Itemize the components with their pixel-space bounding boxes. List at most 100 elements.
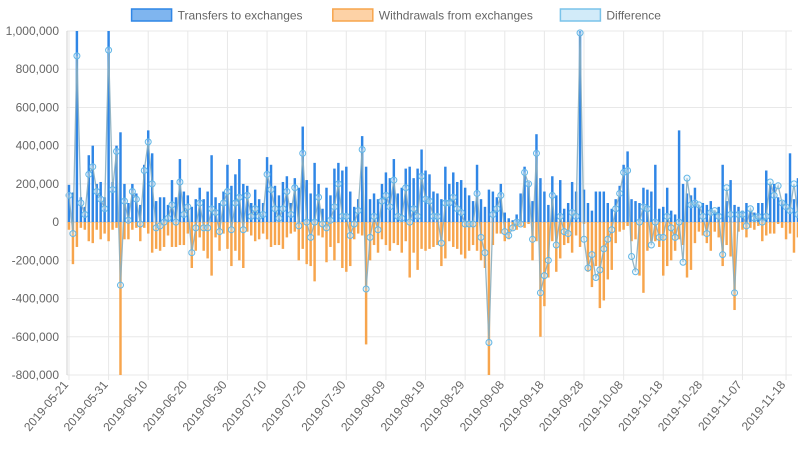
- withdrawal-bar: [83, 222, 87, 230]
- difference-point: [346, 231, 354, 239]
- difference-point: [275, 214, 283, 222]
- difference-point: [204, 224, 212, 232]
- withdrawal-bar: [776, 222, 780, 225]
- transfer-bar: [479, 199, 483, 223]
- difference-point: [97, 195, 105, 203]
- withdrawal-bar: [246, 222, 249, 232]
- transfer-bar: [135, 193, 138, 223]
- transfer-bar: [297, 187, 300, 223]
- transfer-bar: [210, 155, 213, 223]
- difference-point: [707, 209, 715, 217]
- difference-point: [378, 197, 386, 205]
- transfer-bar: [709, 201, 713, 223]
- difference-point: [374, 226, 382, 234]
- withdrawal-bar: [784, 222, 788, 240]
- legend-item[interactable]: Transfers to exchanges: [130, 8, 303, 23]
- transfer-bar: [562, 208, 566, 223]
- difference-point: [326, 216, 334, 224]
- difference-point: [196, 199, 204, 207]
- withdrawal-bar: [780, 222, 784, 228]
- transfer-bar: [602, 191, 606, 223]
- transfer-bar: [757, 203, 760, 223]
- difference-point: [643, 205, 651, 213]
- withdrawal-bar: [511, 222, 514, 230]
- withdrawal-bar: [559, 222, 562, 259]
- y-tick-label: 200,000: [16, 177, 60, 191]
- transfer-bar: [725, 201, 728, 223]
- withdrawal-bar: [578, 222, 582, 247]
- transfer-bar: [162, 197, 166, 223]
- withdrawal-bar: [495, 222, 499, 234]
- difference-point: [105, 46, 113, 54]
- transfer-bar: [713, 210, 716, 223]
- transfer-bar: [444, 166, 447, 223]
- difference-point: [647, 241, 655, 249]
- withdrawal-bar: [269, 222, 273, 247]
- transfer-bar: [305, 180, 308, 223]
- withdrawal-bar: [170, 222, 174, 247]
- difference-point: [144, 138, 152, 146]
- difference-point: [116, 281, 124, 289]
- difference-point: [727, 210, 735, 218]
- difference-point: [620, 168, 628, 176]
- difference-point: [489, 210, 497, 218]
- withdrawal-bar: [456, 222, 459, 249]
- difference-point: [287, 210, 295, 218]
- difference-point: [85, 170, 93, 178]
- difference-point: [342, 212, 350, 220]
- difference-point: [449, 193, 457, 201]
- transfer-bar: [313, 162, 316, 223]
- difference-point: [544, 256, 552, 264]
- withdrawal-bar: [471, 222, 475, 246]
- transfer-bar: [154, 201, 158, 223]
- withdrawal-bar: [309, 222, 312, 267]
- difference-point: [259, 210, 267, 218]
- withdrawal-bar: [677, 222, 681, 240]
- difference-point: [354, 207, 362, 215]
- withdrawal-bar: [555, 222, 558, 272]
- withdrawal-bar: [753, 222, 756, 230]
- withdrawal-bar: [111, 222, 114, 230]
- withdrawal-bar: [757, 222, 760, 226]
- withdrawal-bar: [261, 222, 265, 234]
- difference-point: [386, 203, 394, 211]
- withdrawal-bar: [515, 222, 518, 230]
- withdrawal-bar: [87, 222, 91, 242]
- difference-point: [437, 239, 445, 247]
- transfer-bar: [543, 191, 546, 223]
- difference-point: [632, 268, 640, 276]
- transfer-bar: [772, 183, 776, 223]
- withdrawal-bar: [475, 222, 479, 251]
- difference-point: [505, 231, 513, 239]
- transfer-bar: [547, 204, 550, 223]
- difference-point: [315, 193, 323, 201]
- withdrawal-bar: [139, 222, 142, 242]
- withdrawal-bar: [349, 222, 352, 267]
- difference-point: [548, 191, 556, 199]
- y-tick-label: 800,000: [16, 62, 60, 76]
- legend-swatch: [559, 8, 602, 22]
- withdrawal-bar: [321, 222, 324, 238]
- withdrawal-bar: [249, 222, 253, 236]
- withdrawal-bar: [253, 222, 257, 242]
- withdrawal-bar: [257, 222, 261, 240]
- difference-point: [362, 285, 370, 293]
- transfer-bar: [792, 199, 796, 223]
- legend-item[interactable]: Withdrawals from exchanges: [332, 8, 533, 23]
- transfer-bar: [440, 199, 443, 223]
- withdrawal-bar: [218, 222, 221, 251]
- difference-series: [65, 29, 798, 347]
- transfer-bar: [285, 176, 289, 223]
- difference-point: [616, 189, 624, 197]
- difference-point: [790, 180, 798, 188]
- legend-item[interactable]: Difference: [559, 8, 661, 23]
- transfer-bar: [622, 164, 625, 223]
- transfer-bar: [95, 183, 98, 223]
- transfer-bar: [662, 206, 665, 223]
- difference-point: [279, 205, 287, 213]
- transfer-bar: [202, 199, 205, 223]
- withdrawal-bar: [602, 222, 606, 301]
- difference-point: [414, 212, 422, 220]
- withdrawal-bar: [380, 222, 384, 240]
